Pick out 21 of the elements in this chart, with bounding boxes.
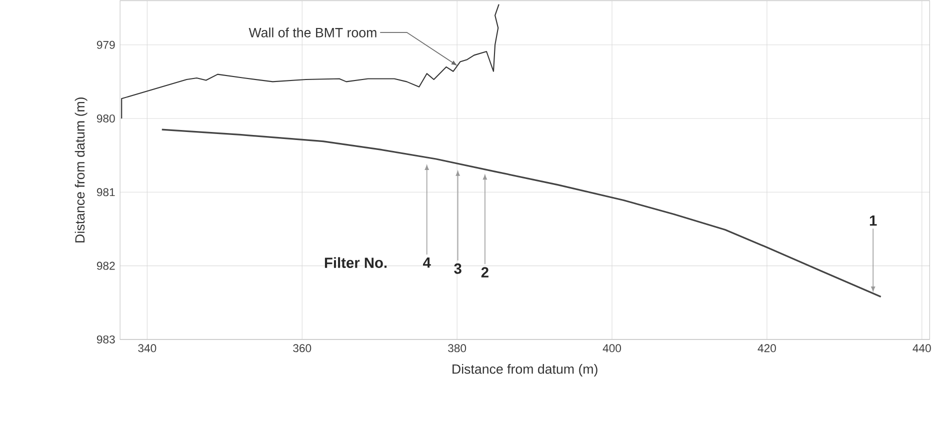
- x-tick-label: 380: [448, 344, 466, 352]
- annotation: 3: [454, 263, 462, 274]
- x-tick-label: 420: [758, 344, 776, 352]
- y-axis-title: Distance from datum (m): [74, 97, 88, 242]
- y-tick-label: 983: [96, 335, 115, 344]
- y-tick-label: 981: [96, 188, 115, 196]
- y-tick-label: 979: [96, 40, 115, 49]
- annotation: Wall of the BMT room: [248, 28, 376, 38]
- x-axis-title: Distance from datum (m): [452, 364, 598, 376]
- x-tick-label: 360: [293, 344, 312, 352]
- annotation: 1: [870, 215, 877, 226]
- annotation: Filter No.: [324, 257, 387, 268]
- y-tick-label: 980: [96, 114, 115, 122]
- line-series: [121, 4, 500, 119]
- line-series: [161, 128, 882, 298]
- annotation: 2: [481, 267, 488, 278]
- x-tick-label: 340: [138, 344, 156, 352]
- y-tick-label: 982: [96, 262, 115, 270]
- x-tick-label: 400: [602, 344, 622, 352]
- x-tick-label: 440: [912, 344, 931, 352]
- annotation: 4: [423, 257, 431, 268]
